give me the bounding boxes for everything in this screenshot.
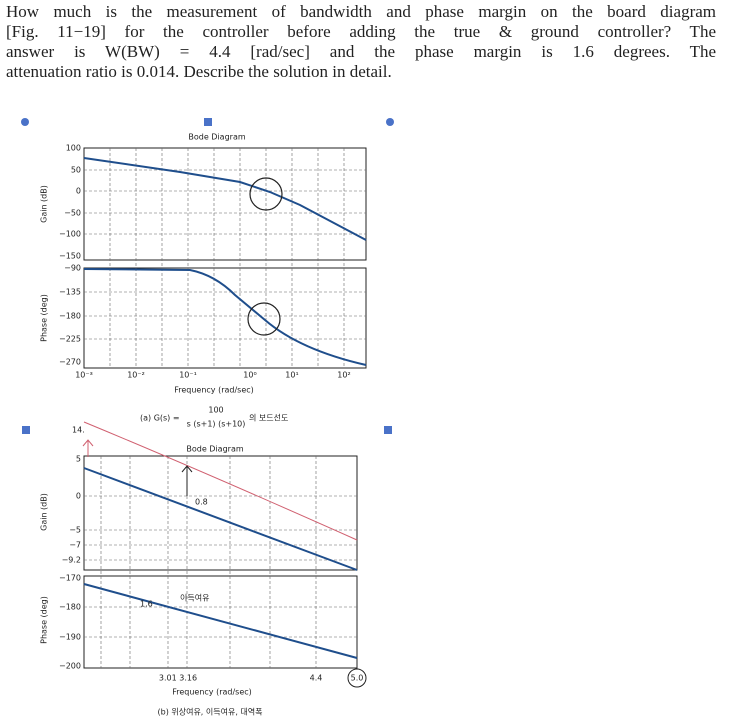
marker-circle <box>347 668 367 688</box>
x-axis-label: Frequency (rad/sec) <box>172 688 252 697</box>
handle <box>22 426 30 434</box>
y-tick-label: −180 <box>59 603 81 612</box>
annotation: 이득여유 <box>180 593 209 603</box>
question-line: answer is W(BW) = 4.4 [rad/sec] and the … <box>6 42 716 61</box>
question-line: [Fig. 11−19] for the controller before a… <box>6 22 716 41</box>
y-tick-label: −135 <box>59 288 81 297</box>
y-axis-label: Gain (dB) <box>40 493 49 531</box>
caption: 100 <box>208 406 223 415</box>
caption: (a) G(s) = <box>140 414 180 423</box>
arrow <box>181 465 193 496</box>
x-tick-label: 10⁻² <box>127 371 145 380</box>
y-tick-label: −7 <box>69 541 81 550</box>
x-tick-label: 4.4 <box>310 674 323 683</box>
y-tick-label: −270 <box>59 358 81 367</box>
caption: (b) 위상여유, 이득여유, 대역폭 <box>158 707 263 717</box>
y-axis-label: Gain (dB) <box>40 185 49 223</box>
annotation: 1.6 <box>140 600 153 609</box>
question-line: How much is the measurement of bandwidth… <box>6 2 716 21</box>
handwritten-line <box>83 421 358 541</box>
annotation: 14. <box>72 426 85 435</box>
gain-axes <box>83 455 358 571</box>
y-tick-label: −200 <box>59 662 81 671</box>
handle <box>384 426 392 434</box>
y-tick-label: −9.2 <box>62 556 81 565</box>
phase-axes <box>83 575 358 669</box>
handle <box>386 118 394 126</box>
caption: 의 보드선도 <box>249 413 288 423</box>
plot-title: Bode Diagram <box>188 133 245 142</box>
x-tick-label: 10¹ <box>285 371 298 380</box>
x-tick-label: 10⁻³ <box>75 371 93 380</box>
marker-circle <box>249 177 283 211</box>
y-tick-label: 5 <box>76 455 81 464</box>
handle <box>204 118 212 126</box>
y-tick-label: −50 <box>64 209 81 218</box>
plot-title: Bode Diagram <box>186 445 243 454</box>
x-tick-label: 10² <box>337 371 350 380</box>
y-tick-label: −5 <box>69 526 81 535</box>
grid <box>84 456 357 668</box>
arrow <box>82 439 94 457</box>
grid <box>84 148 366 368</box>
question: How much is the measurement of bandwidth… <box>6 2 716 82</box>
x-tick-label: 10⁻¹ <box>179 371 197 380</box>
annotation: 0.8 <box>195 498 208 507</box>
gain-axes <box>83 147 367 261</box>
marker-circle <box>247 302 281 336</box>
y-tick-label: −170 <box>59 574 81 583</box>
x-axis-label: Frequency (rad/sec) <box>174 386 254 395</box>
gain-curve <box>83 157 367 241</box>
y-tick-label: −90 <box>64 264 81 273</box>
x-tick-label: 5.0 <box>351 674 364 683</box>
y-tick-label: 100 <box>66 144 81 153</box>
y-tick-label: −225 <box>59 335 81 344</box>
y-axis-label: Phase (deg) <box>40 294 49 342</box>
y-tick-label: 0 <box>76 187 81 196</box>
gain-curve <box>83 467 358 571</box>
y-tick-label: 50 <box>71 166 81 175</box>
y-axis-label: Phase (deg) <box>40 596 49 644</box>
y-tick-label: 0 <box>76 492 81 501</box>
x-tick-label: 10⁰ <box>243 371 256 380</box>
y-tick-label: −150 <box>59 252 81 261</box>
caption: s (s+1) (s+10) <box>187 420 246 429</box>
x-tick-label: 3.01 3.16 <box>159 674 197 683</box>
phase-axes <box>83 267 367 369</box>
y-tick-label: −180 <box>59 312 81 321</box>
handle <box>21 118 29 126</box>
phase-curve <box>83 583 358 659</box>
question-line: attenuation ratio is 0.014. Describe the… <box>6 62 392 81</box>
y-tick-label: −100 <box>59 230 81 239</box>
y-tick-label: −190 <box>59 633 81 642</box>
phase-curve <box>83 268 367 366</box>
